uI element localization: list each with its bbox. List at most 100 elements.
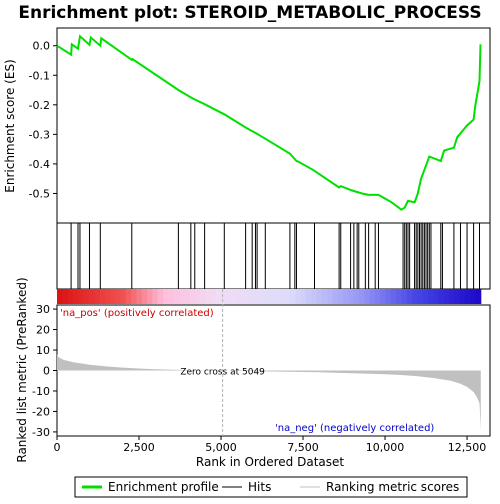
colorbar-segment	[231, 289, 238, 304]
colorbar-segment	[337, 289, 344, 304]
colorbar-segment	[162, 289, 169, 304]
legend: Enrichment profile Hits Ranking metric sco…	[82, 480, 459, 494]
negative-correlation-label: 'na_neg' (negatively correlated)	[275, 423, 434, 434]
colorbar-segment	[427, 289, 434, 304]
colorbar-segment	[470, 289, 477, 304]
colorbar-segment	[258, 289, 265, 304]
metric-y-axis: 30 20 10 0 -10 -20 -30	[32, 303, 57, 439]
colorbar-segment	[94, 289, 100, 304]
hit-marks	[70, 223, 481, 289]
colorbar-segment	[358, 289, 365, 304]
colorbar-segment	[422, 289, 429, 304]
colorbar-segment	[215, 289, 222, 304]
colorbar-segment	[343, 289, 349, 304]
colorbar-segment	[295, 289, 302, 304]
colorbar-segment	[417, 289, 424, 304]
colorbar-segment	[300, 289, 307, 304]
rank-colorbar	[57, 289, 482, 304]
colorbar-segment	[327, 289, 333, 304]
legend-label: Ranking metric scores	[326, 480, 459, 494]
colorbar-segment	[226, 289, 233, 304]
colorbar-segment	[449, 289, 455, 304]
colorbar-segment	[120, 289, 127, 304]
x-tick-label: 5,000	[205, 441, 237, 454]
colorbar-segment	[109, 289, 116, 304]
colorbar-segment	[290, 289, 296, 304]
metric-y-tick-label: 30	[36, 303, 50, 316]
x-tick-label: 10,000	[366, 441, 405, 454]
colorbar-segment	[210, 289, 217, 304]
colorbar-segment	[385, 289, 392, 304]
colorbar-segment	[305, 289, 312, 304]
x-axis: 0 2,500 5,000 7,500 10,000 12,500	[54, 436, 487, 454]
colorbar-segment	[321, 289, 328, 304]
colorbar-segment	[157, 289, 164, 304]
x-tick-label: 0	[54, 441, 61, 454]
colorbar-segment	[353, 289, 360, 304]
es-y-tick-label: 0.0	[33, 40, 51, 53]
metric-y-tick-label: -30	[32, 426, 50, 439]
metric-y-tick-label: -10	[32, 385, 50, 398]
es-y-tick-label: -0.4	[29, 158, 50, 171]
colorbar-segment	[374, 289, 381, 304]
metric-area	[57, 354, 481, 430]
colorbar-segment	[72, 289, 79, 304]
colorbar-segment	[311, 289, 318, 304]
colorbar-segment	[99, 289, 106, 304]
x-tick-label: 7,500	[287, 441, 319, 454]
es-line	[56, 34, 482, 211]
colorbar-segment	[475, 289, 482, 304]
colorbar-segment	[104, 289, 111, 304]
colorbar-segment	[221, 289, 228, 304]
es-y-tick-label: -0.1	[29, 69, 50, 82]
colorbar-segment	[443, 289, 450, 304]
es-y-axis-label: Enrichment score (ES)	[3, 59, 17, 192]
colorbar-segment	[115, 289, 122, 304]
x-axis-label: Rank in Ordered Dataset	[196, 455, 344, 469]
colorbar-segment	[168, 289, 175, 304]
colorbar-segment	[147, 289, 153, 304]
colorbar-segment	[57, 289, 63, 304]
es-panel-frame	[56, 27, 491, 224]
colorbar-segment	[67, 289, 74, 304]
colorbar-segment	[88, 289, 95, 304]
colorbar-segment	[242, 289, 249, 304]
colorbar-segment	[411, 289, 418, 304]
metric-y-tick-label: 20	[36, 324, 50, 337]
legend-label: Enrichment profile	[108, 480, 219, 494]
colorbar-segment	[454, 289, 461, 304]
colorbar-segment	[237, 289, 243, 304]
colorbar-segment	[205, 289, 212, 304]
legend-label: Hits	[248, 480, 271, 494]
colorbar-segment	[459, 289, 466, 304]
positive-correlation-label: 'na_pos' (positively correlated)	[60, 308, 214, 319]
colorbar-segment	[406, 289, 413, 304]
es-y-tick-label: -0.2	[29, 99, 50, 112]
colorbar-segment	[268, 289, 275, 304]
es-y-axis: 0.0 -0.1 -0.2 -0.3 -0.4 -0.5	[29, 40, 57, 200]
colorbar-segment	[396, 289, 402, 304]
colorbar-segment	[369, 289, 376, 304]
colorbar-segment	[433, 289, 439, 304]
colorbar-segment	[316, 289, 323, 304]
colorbar-segment	[78, 289, 84, 304]
colorbar-segment	[438, 289, 445, 304]
metric-y-axis-label: Ranked list metric (PreRanked)	[15, 277, 29, 462]
hits-panel-frame	[56, 222, 491, 290]
metric-y-tick-label: -20	[32, 405, 50, 418]
es-y-tick-label: -0.3	[29, 128, 50, 141]
colorbar-segment	[390, 289, 397, 304]
legend-box	[74, 476, 468, 498]
x-tick-label: 12,500	[448, 441, 487, 454]
colorbar-segment	[364, 289, 371, 304]
metric-y-tick-label: 10	[36, 344, 50, 357]
colorbar-segment	[332, 289, 339, 304]
colorbar-segment	[263, 289, 270, 304]
colorbar-segment	[274, 289, 281, 304]
colorbar-segment	[401, 289, 408, 304]
chart-title: Enrichment plot: STEROID_METABOLIC_PROCE…	[18, 3, 481, 23]
colorbar-segment	[284, 289, 291, 304]
colorbar-segment	[200, 289, 206, 304]
